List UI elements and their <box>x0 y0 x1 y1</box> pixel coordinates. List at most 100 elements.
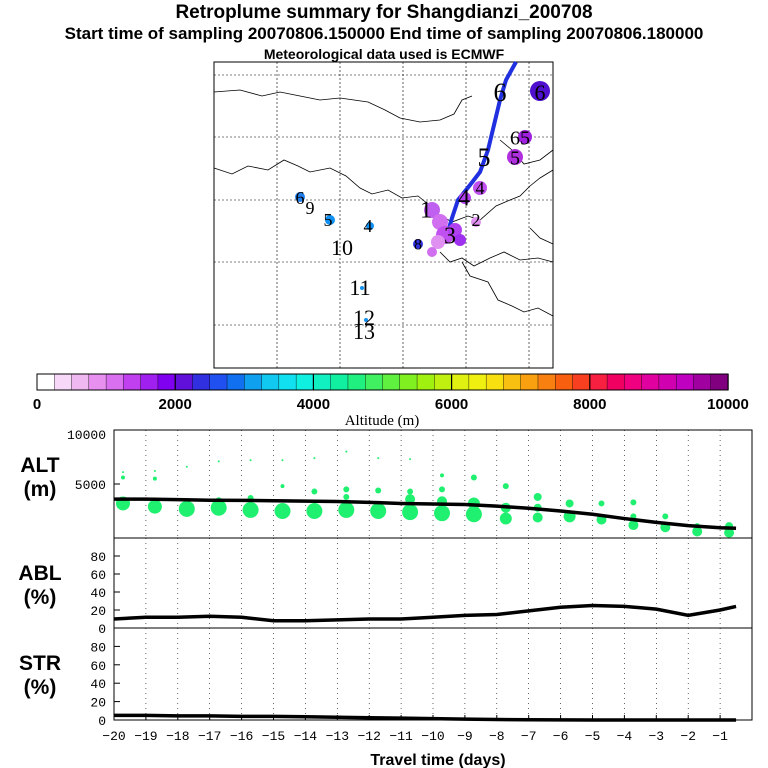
ytick-label: 0 <box>98 714 106 729</box>
plume-point <box>439 486 445 493</box>
ytick-label: 0 <box>98 622 106 637</box>
map-plume-dot <box>325 215 335 225</box>
plume-point <box>465 506 482 523</box>
plume-point <box>434 505 450 522</box>
plume-point <box>724 527 735 538</box>
map-plume-dot <box>454 234 466 246</box>
colorbar-cell <box>606 373 626 391</box>
plume-point <box>338 501 355 518</box>
colorbar-cell <box>278 373 297 391</box>
ytick-label: 20 <box>90 696 106 711</box>
map-plume-dot <box>427 247 437 257</box>
colorbar-cell <box>399 373 418 391</box>
ytick-label: 40 <box>90 586 106 601</box>
met-data-line: Meteorological data used is ECMWF <box>263 46 505 62</box>
map-plume-dot <box>432 214 448 230</box>
plume-point <box>343 493 350 500</box>
sampling-time-line: Start time of sampling 20070806.150000 E… <box>64 24 704 43</box>
map-day-label: 1 <box>420 198 432 224</box>
plume-point <box>499 512 512 525</box>
colorbar-frame <box>36 373 729 391</box>
plume-point <box>598 500 605 507</box>
map-plume-dot <box>507 149 523 165</box>
plume-point <box>210 499 227 516</box>
colorbar-cell <box>434 373 453 391</box>
colorbar-cell <box>624 373 643 391</box>
map-grid <box>214 62 553 368</box>
map-day-label: 9 <box>306 198 315 218</box>
plume-point <box>153 470 156 473</box>
plume-point <box>311 488 318 495</box>
xtick-label: −18 <box>166 729 189 744</box>
ytick-label: 60 <box>90 568 106 583</box>
map-day-label: 10 <box>331 235 353 260</box>
map-day-label: 5 <box>324 210 333 230</box>
colorbar-cell <box>140 373 159 391</box>
colorbar-tick-label: 10000 <box>707 396 749 413</box>
map-day-label: 11 <box>349 275 370 300</box>
plume-point <box>440 473 444 478</box>
colorbar-cell <box>675 373 695 391</box>
colorbar-cell <box>261 373 280 391</box>
map-day-label: 5 <box>520 128 530 150</box>
xtick-label: −1 <box>712 729 728 744</box>
xtick-label: −19 <box>134 729 157 744</box>
map-day-label: 13 <box>353 319 375 344</box>
xtick-label: −8 <box>489 729 505 744</box>
colorbar-cell <box>710 373 729 391</box>
plume-point <box>533 492 542 501</box>
colorbar-cell <box>451 373 470 391</box>
xtick-label: −3 <box>648 729 664 744</box>
panel-ylabel-str: (%) <box>24 676 57 699</box>
xtick-label: −9 <box>457 729 473 744</box>
colorbar-cell <box>157 373 176 391</box>
plume-point <box>217 460 220 463</box>
map-plume-dot <box>471 217 481 227</box>
map-day-label: 6 <box>510 128 520 150</box>
colorbar-label: Altitude (m) <box>345 413 420 429</box>
plume-point <box>345 450 348 453</box>
altitude-colorbar: 0 2000 4000 6000 8000 10000 Altitude (m) <box>33 373 749 429</box>
colorbar-cell <box>589 373 608 391</box>
plume-point <box>370 503 387 519</box>
map-plume-dot <box>459 192 471 204</box>
panel-ylabel-str: STR <box>19 652 61 675</box>
ytick-label: 60 <box>90 659 106 674</box>
xtick-label: −13 <box>326 729 349 744</box>
map-day-label: 6 <box>494 78 507 107</box>
colorbar-cell <box>468 373 487 391</box>
plume-point <box>185 465 188 468</box>
map-day-label: 4 <box>476 178 485 198</box>
map-plume-dots <box>295 81 550 322</box>
map-day-label: 2 <box>472 210 481 230</box>
map-plume-dot <box>530 81 550 101</box>
colorbar-cell <box>54 373 73 391</box>
xtick-label: −12 <box>357 729 380 744</box>
colorbar-cell <box>693 373 712 391</box>
plume-point <box>405 494 416 505</box>
colorbar-cell <box>88 373 107 391</box>
series-line-str <box>114 713 737 722</box>
map-day-label: 6 <box>296 188 305 208</box>
plume-point <box>565 499 574 508</box>
colorbar-cell <box>347 373 366 391</box>
xtick-label: −11 <box>389 729 413 744</box>
xtick-label: −5 <box>585 729 601 744</box>
xtick-label: −6 <box>553 729 569 744</box>
plume-point <box>178 500 195 517</box>
map-plume-dot <box>431 235 445 249</box>
ytick-label: 10000 <box>67 428 106 443</box>
colorbar-cell <box>105 373 125 391</box>
ytick-label: 5000 <box>75 478 106 493</box>
map-day-label: 5 <box>478 143 491 172</box>
plume-point <box>502 483 509 490</box>
map-plume-dot <box>364 318 368 322</box>
chart-title: Retroplume summary for Shangdianzi_20070… <box>175 2 593 23</box>
colorbar-tick-label: 8000 <box>573 396 606 413</box>
plume-point <box>377 457 380 460</box>
plume-point <box>662 513 669 520</box>
colorbar-tick-label: 0 <box>33 396 41 413</box>
colorbar-cell <box>209 373 228 391</box>
